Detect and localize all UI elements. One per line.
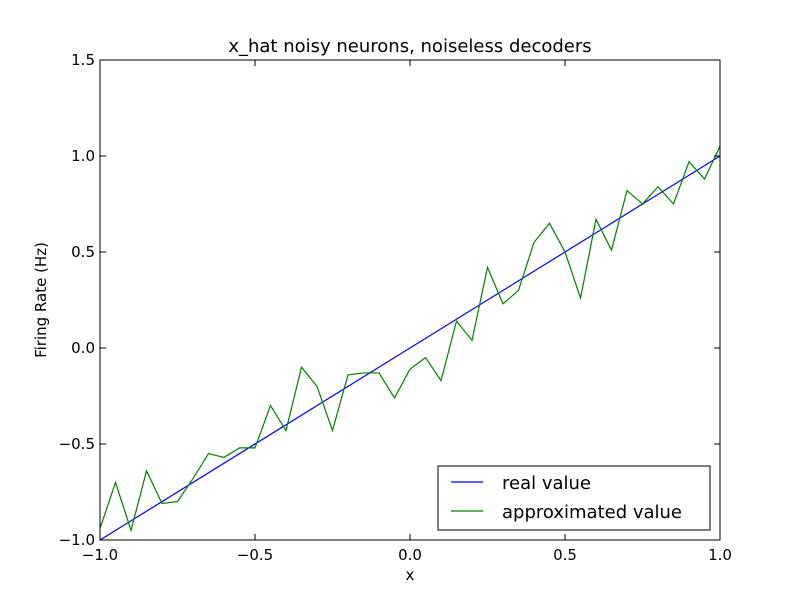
y-tick-label: −1.0 bbox=[59, 531, 95, 549]
x-tick-label: 0.0 bbox=[398, 546, 422, 564]
legend-label-approximated-value: approximated value bbox=[502, 502, 682, 523]
y-tick-label: 0.0 bbox=[71, 339, 95, 357]
y-tick-label: −0.5 bbox=[59, 435, 95, 453]
legend: real value approximated value bbox=[437, 465, 711, 531]
x-axis-label: x bbox=[406, 566, 415, 584]
x-tick-label: −1.0 bbox=[82, 546, 118, 564]
series-line-approximated-value bbox=[99, 146, 721, 533]
plot-frame bbox=[99, 59, 721, 541]
y-tick-label: 1.5 bbox=[71, 51, 95, 69]
series-layer bbox=[99, 146, 721, 541]
legend-box bbox=[437, 465, 711, 531]
x-tick-label: 0.5 bbox=[553, 546, 577, 564]
plot-area bbox=[100, 60, 720, 540]
y-tick-label: 1.0 bbox=[71, 147, 95, 165]
y-axis-label: Firing Rate (Hz) bbox=[32, 242, 50, 358]
chart-title: x_hat noisy neurons, noiseless decoders bbox=[228, 36, 591, 57]
legend-label-real-value: real value bbox=[502, 473, 591, 494]
y-tick-label: 0.5 bbox=[71, 243, 95, 261]
series-line-real-value bbox=[99, 155, 721, 541]
x-tick-label: 1.0 bbox=[708, 546, 732, 564]
x-tick-label: −0.5 bbox=[237, 546, 273, 564]
